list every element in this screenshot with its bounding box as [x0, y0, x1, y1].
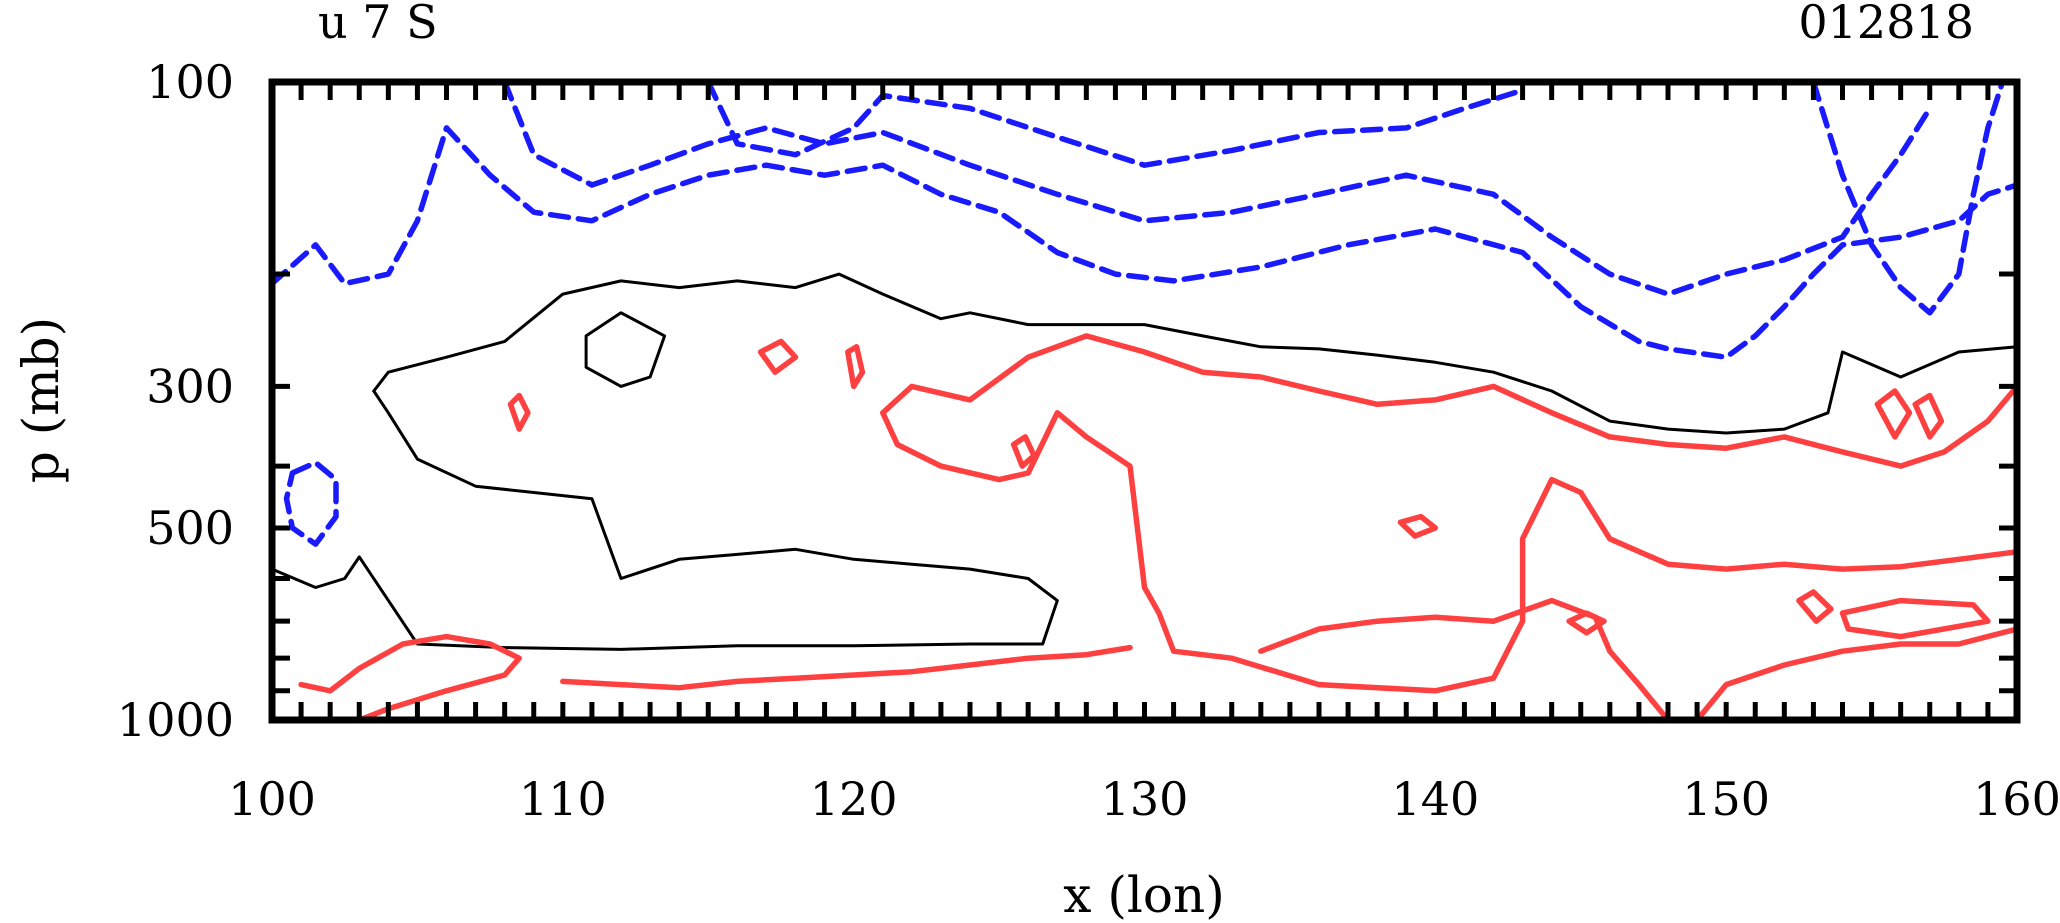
contour-westerly-cell-5 — [1397, 513, 1439, 539]
contour-easterly-upper-inner — [501, 79, 1933, 297]
contour-westerly-mid — [880, 333, 2020, 469]
contour-westerly-cell-1 — [507, 392, 531, 432]
x-tick-label: 110 — [519, 772, 607, 826]
x-tick-label: 100 — [228, 772, 316, 826]
contour-westerly-surface-mid — [560, 644, 1133, 691]
x-tick-label: 160 — [1973, 772, 2060, 826]
x-tick-labels: 100 110 120 130 140 150 160 — [228, 772, 2060, 826]
x-tick-label: 150 — [1682, 772, 1770, 826]
contour-easterly-upper-core — [705, 79, 1526, 168]
contour-westerly-low-east — [1258, 597, 1671, 723]
x-tick-label: 120 — [810, 772, 898, 826]
contour-westerly-mid-lower — [880, 410, 2020, 694]
contour-easterly-low-west — [283, 459, 339, 547]
contour-zero-line-lower — [270, 389, 1059, 651]
contour-easterly-upper-band — [269, 125, 2020, 360]
tick-layer — [269, 79, 2020, 723]
chart-title-right: 012818 — [1798, 0, 1974, 49]
x-tick-label: 140 — [1391, 772, 1479, 826]
contour-westerly-cell-7 — [1839, 597, 1991, 640]
contour-westerly-cell-4 — [1010, 434, 1037, 469]
contour-westerly-cell-2 — [757, 338, 799, 375]
plot-frame — [268, 78, 2021, 724]
y-axis-label: p (mb) — [12, 317, 70, 483]
contour-westerly-cell-10 — [1796, 589, 1834, 624]
x-axis-label: x (lon) — [1063, 866, 1224, 923]
y-tick-label: 500 — [146, 501, 234, 555]
contour-westerly-cell-3 — [845, 344, 866, 390]
y-tick-labels: 100 300 500 1000 — [117, 55, 234, 747]
contour-easterly-upper-east — [1810, 79, 2006, 316]
contour-zero-line-upper — [372, 272, 2019, 435]
y-tick-label: 300 — [146, 359, 234, 413]
contour-westerly-cell-9 — [1912, 392, 1945, 440]
x-tick-label: 130 — [1101, 772, 1189, 826]
contour-westerly-cell-8 — [1874, 388, 1913, 440]
chart-title-left: u 7 S — [318, 0, 438, 49]
contour-westerly-surface-west — [298, 633, 522, 723]
contour-layer — [269, 79, 2020, 723]
contour-zero-line-inner — [584, 311, 667, 388]
contour-westerly-cell-6 — [1566, 610, 1607, 636]
y-tick-label: 1000 — [117, 693, 234, 747]
y-tick-label: 100 — [146, 55, 234, 109]
contour-westerly-low-east-2 — [1694, 626, 2020, 723]
